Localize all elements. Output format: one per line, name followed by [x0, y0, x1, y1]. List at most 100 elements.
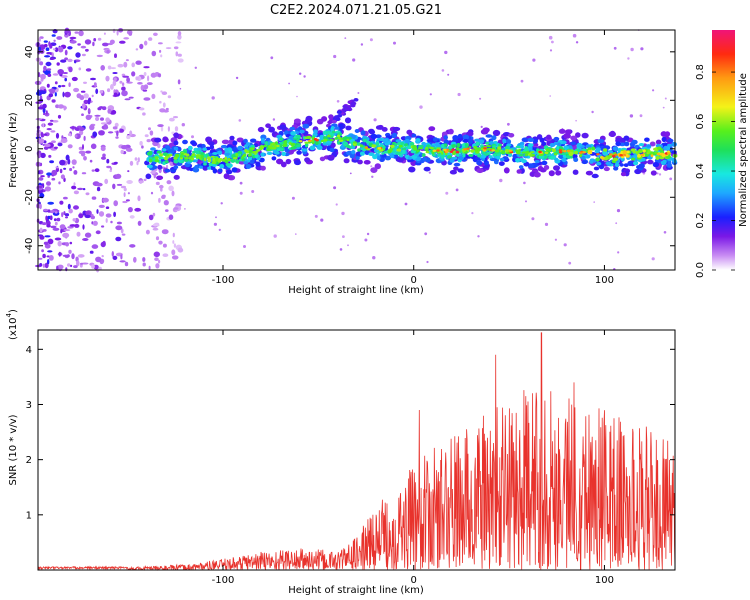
spectrogram-blob	[225, 163, 231, 167]
spectrogram-blob	[59, 224, 66, 230]
spectrogram-blob	[336, 110, 342, 114]
spectrogram-blob	[619, 163, 624, 167]
spectrogram-blob	[134, 157, 138, 161]
spectrogram-blob	[554, 153, 557, 156]
spectrogram-blob	[519, 144, 525, 149]
spectrogram-blob	[177, 31, 182, 36]
spectrogram-blob	[357, 92, 360, 94]
spectrogram-blob	[375, 125, 383, 130]
spectrogram-blob	[355, 151, 362, 157]
spectrogram-blob	[197, 144, 202, 148]
spectrogram-blob	[114, 53, 117, 58]
spectrogram-blob	[397, 148, 402, 152]
spectrogram-blob	[357, 159, 363, 165]
spectrogram-blob	[247, 149, 253, 153]
spectrogram-blob	[299, 72, 302, 75]
spectrogram-blob	[49, 215, 53, 221]
spectrogram-blob	[220, 144, 228, 149]
spectrogram-blob	[581, 132, 589, 139]
spectrogram-blob	[127, 192, 130, 195]
spectrogram-blob	[218, 168, 223, 173]
spectrogram-blob	[46, 68, 52, 71]
spectrogram-blob	[63, 196, 68, 200]
spectrogram-blob	[491, 135, 497, 141]
spectrogram-blob	[70, 264, 73, 268]
spectrogram-blob	[51, 34, 56, 37]
spectrogram-blob	[623, 135, 630, 141]
spectrogram-blob	[146, 164, 153, 169]
spectrogram-blob	[103, 32, 106, 35]
spectrogram-blob	[342, 141, 348, 146]
spectrogram-blob	[288, 135, 294, 140]
spectrogram-blob	[605, 161, 612, 165]
spectrogram-blob	[77, 254, 85, 258]
spectrogram-blob	[243, 161, 249, 165]
spectrogram-blob	[666, 146, 671, 151]
spectrogram-blob	[455, 153, 460, 157]
spectrogram-blob	[106, 50, 110, 54]
spectrogram-blob	[181, 123, 185, 127]
svg-text:(x104): (x104)	[5, 309, 19, 340]
spectrogram-blob	[128, 31, 133, 36]
spectrogram-hotspot	[508, 149, 513, 152]
spectrogram-blob	[115, 136, 119, 139]
colorbar-tick-label: 0.4	[695, 163, 706, 179]
spectrogram-blob	[40, 152, 46, 159]
spectrogram-blob	[447, 73, 450, 76]
spectrogram-blob	[376, 155, 381, 161]
spectrogram-blob	[148, 37, 153, 41]
spectrogram-blob	[129, 244, 136, 248]
spectrogram-blob	[474, 148, 479, 152]
spectrogram-blob	[135, 60, 142, 65]
spectrogram-blob	[55, 166, 59, 169]
spectrogram-blob	[218, 158, 224, 162]
spectrogram-blob	[524, 151, 530, 154]
spectrogram-blob	[41, 222, 47, 226]
spectrogram-blob	[650, 170, 657, 176]
spectrogram-blob	[549, 49, 553, 52]
spectrogram-blob	[368, 129, 376, 135]
spectrogram-blob	[329, 139, 334, 142]
spectrogram-blob	[173, 140, 179, 146]
x-tick-label: -100	[212, 275, 235, 286]
spectrogram-blob	[544, 222, 549, 226]
spectrogram-blob	[67, 263, 71, 267]
spectrogram-blob	[97, 37, 102, 41]
spectrogram-blob	[629, 114, 634, 118]
spectrogram-blob	[445, 191, 449, 195]
spectrogram-blob	[200, 155, 204, 159]
spectrogram-blob	[220, 202, 223, 205]
spectrogram-blob	[120, 149, 124, 154]
spectrogram-blob	[375, 142, 380, 147]
spectrogram-blob	[224, 152, 231, 156]
spectrogram-blob	[78, 30, 84, 37]
spectrogram-blob	[67, 58, 73, 63]
spectrogram-blob	[595, 157, 600, 162]
spectrogram-blob	[74, 60, 77, 64]
spectrogram-blob	[342, 235, 345, 239]
spectrogram-blob	[64, 91, 71, 98]
spectrogram-blob	[73, 265, 78, 269]
spectrogram-hotspot	[364, 146, 369, 149]
spectrogram-blob	[112, 28, 116, 33]
spectrogram-blob	[44, 235, 51, 238]
spectrogram-blob	[519, 153, 524, 157]
spectrogram-blob	[48, 93, 54, 98]
spectrogram-blob	[527, 163, 534, 169]
spectrogram-blob	[116, 30, 119, 36]
spectrogram-blob	[651, 257, 655, 261]
spectrogram-blob	[159, 184, 164, 189]
spectrogram-blob	[455, 147, 460, 151]
spectrogram-blob	[45, 110, 48, 115]
spectrogram-blob	[274, 141, 279, 145]
spectrogram-blob	[484, 152, 489, 156]
spectrogram-blob	[138, 180, 144, 184]
spectrogram-blob	[57, 69, 64, 75]
spectrogram-blob	[82, 144, 84, 150]
spectrogram-blob	[110, 84, 114, 90]
spectrogram-blob	[148, 158, 153, 163]
spectrogram-blob	[624, 141, 630, 147]
spectrogram-blob	[664, 97, 667, 100]
spectrogram-blob	[295, 233, 297, 235]
spectrogram-blob	[243, 138, 248, 144]
